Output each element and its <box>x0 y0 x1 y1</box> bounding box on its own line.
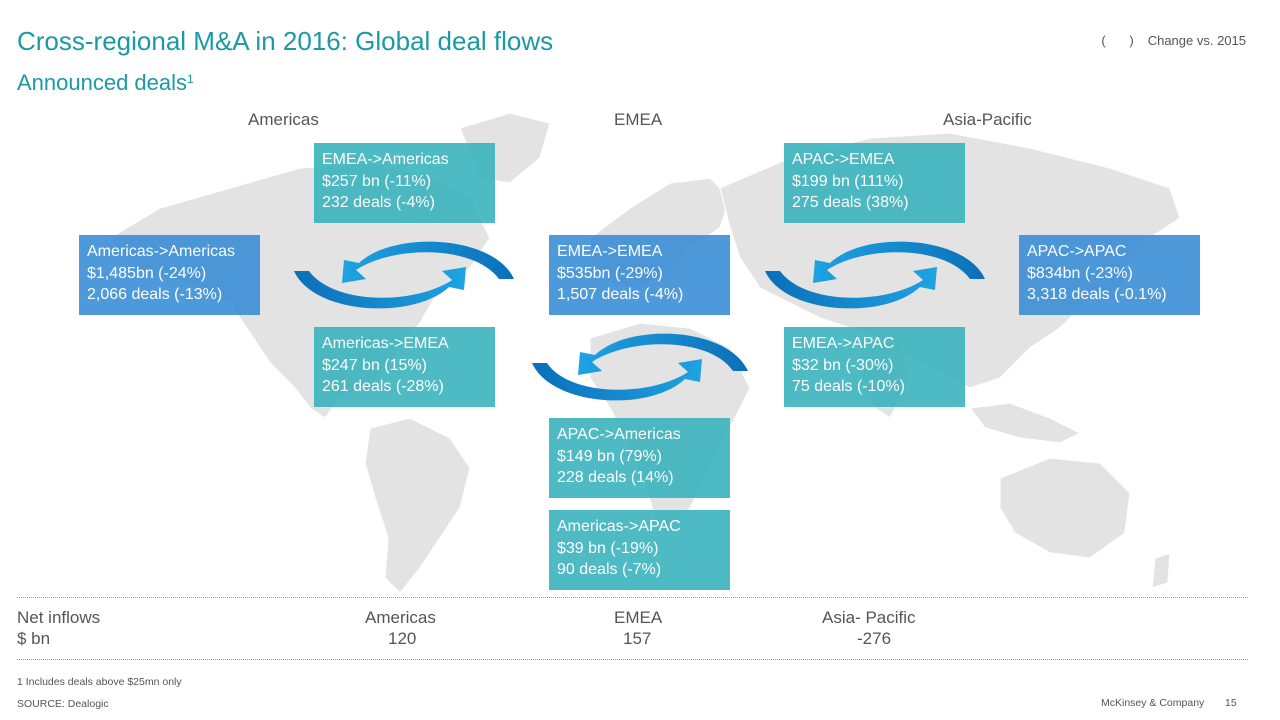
box-label: Americas->Americas <box>87 243 236 260</box>
region-label-americas: Americas <box>248 110 319 129</box>
box-americas-emea: Americas->EMEA $247 bn (15%) 261 deals (… <box>314 327 495 407</box>
divider-bottom <box>17 659 1248 660</box>
box-deals: 90 deals (-7%) <box>557 561 662 578</box>
new-zealand-shape <box>1151 552 1171 589</box>
box-label: EMEA->APAC <box>792 335 895 352</box>
footnote: 1 Includes deals above $25mn only <box>17 676 182 688</box>
page-number: 15 <box>1225 697 1237 709</box>
emea-apac-arrow-pair <box>765 241 985 309</box>
box-americas-americas: Americas->Americas $1,485bn (-24%) 2,066… <box>79 235 260 315</box>
box-label: EMEA->Americas <box>322 151 449 168</box>
net-inflows-emea-value: 157 <box>623 629 652 648</box>
net-inflows-americas-value: 120 <box>388 629 417 648</box>
box-label: Americas->EMEA <box>322 335 449 352</box>
net-inflows-apac-value: -276 <box>857 629 892 648</box>
region-label-apac: Asia-Pacific <box>943 110 1032 129</box>
box-deals: 232 deals (-4%) <box>322 194 435 211</box>
subtitle-text: Announced deals <box>17 70 188 95</box>
americas-apac-arrow-pair <box>532 333 748 401</box>
box-apac-apac: APAC->APAC $834bn (-23%) 3,318 deals (-0… <box>1019 235 1200 315</box>
box-label: EMEA->EMEA <box>557 243 663 260</box>
source: SOURCE: Dealogic <box>17 698 109 710</box>
box-apac-americas: APAC->Americas $149 bn (79%) 228 deals (… <box>549 418 730 498</box>
south-america-shape <box>364 417 471 594</box>
divider-top <box>17 597 1248 598</box>
page-subtitle: Announced deals1 <box>17 70 194 96</box>
box-value: $199 bn (111%) <box>792 172 904 190</box>
net-inflows-americas-label: Americas <box>365 608 436 627</box>
net-inflows-emea-label: EMEA <box>614 608 663 627</box>
box-americas-apac: Americas->APAC $39 bn (-19%) 90 deals (-… <box>549 510 730 590</box>
box-deals: 75 deals (-10%) <box>792 378 905 395</box>
box-value: $257 bn (-11%) <box>322 172 432 190</box>
australia-shape <box>999 457 1131 559</box>
legend-text: Change vs. 2015 <box>1147 33 1246 48</box>
region-label-emea: EMEA <box>614 110 663 129</box>
box-label: Americas->APAC <box>557 518 681 535</box>
box-deals: 3,318 deals (-0.1%) <box>1027 286 1167 303</box>
box-emea-americas: EMEA->Americas $257 bn (-11%) 232 deals … <box>314 143 495 223</box>
box-label: APAC->EMEA <box>792 151 895 168</box>
box-value: $834bn (-23%) <box>1027 264 1133 282</box>
net-inflows-unit: $ bn <box>17 629 51 648</box>
legend-parens: ( ) <box>1101 33 1144 48</box>
box-deals: 228 deals (14%) <box>557 469 674 486</box>
net-inflows-label: Net inflows <box>17 608 101 627</box>
box-value: $1,485bn (-24%) <box>87 264 207 282</box>
page-title: Cross-regional M&A in 2016: Global deal … <box>17 26 554 56</box>
box-deals: 2,066 deals (-13%) <box>87 286 223 303</box>
subtitle-footnote-marker: 1 <box>187 72 194 86</box>
net-inflows-apac-label: Asia- Pacific <box>822 608 916 627</box>
box-deals: 275 deals (38%) <box>792 194 909 211</box>
box-value: $149 bn (79%) <box>557 447 662 465</box>
box-label: APAC->APAC <box>1027 243 1127 260</box>
brand: McKinsey & Company <box>1101 697 1205 709</box>
box-emea-apac: EMEA->APAC $32 bn (-30%) 75 deals (-10%) <box>784 327 965 407</box>
box-deals: 261 deals (-28%) <box>322 378 444 395</box>
box-value: $39 bn (-19%) <box>557 539 659 557</box>
box-value: $535bn (-29%) <box>557 264 663 282</box>
box-apac-emea: APAC->EMEA $199 bn (111%) 275 deals (38%… <box>784 143 965 223</box>
southeast-asia-shape <box>968 402 1082 444</box>
box-value: $32 bn (-30%) <box>792 356 894 374</box>
americas-emea-arrow-pair <box>294 241 514 309</box>
legend: ( ) Change vs. 2015 <box>1101 33 1246 48</box>
box-value: $247 bn (15%) <box>322 356 427 374</box>
box-deals: 1,507 deals (-4%) <box>557 286 684 303</box>
box-label: APAC->Americas <box>557 426 681 443</box>
box-emea-emea: EMEA->EMEA $535bn (-29%) 1,507 deals (-4… <box>549 235 730 315</box>
